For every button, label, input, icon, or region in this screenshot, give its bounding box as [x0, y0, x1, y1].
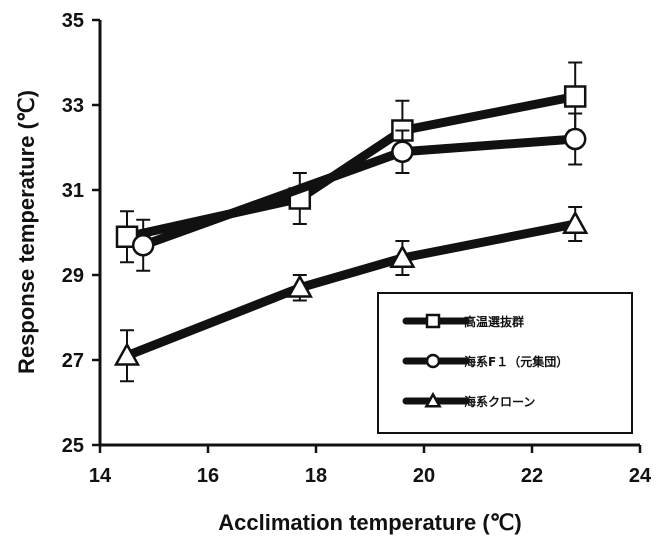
x-tick-label: 20: [413, 465, 435, 487]
y-tick-label: 35: [62, 10, 84, 32]
legend-label: 高温選抜群: [464, 314, 524, 329]
x-tick-label: 18: [305, 465, 327, 487]
legend-label: 海系クローン: [464, 394, 535, 409]
x-axis-title: Acclimation temperature (℃): [218, 510, 521, 535]
data-point: [563, 85, 587, 108]
data-point: [562, 210, 589, 235]
legend-marker: [425, 313, 441, 329]
legend-item: 海系クローン: [402, 391, 535, 409]
data-point: [131, 234, 155, 257]
data-point: [113, 342, 141, 366]
y-tick-label: 29: [62, 265, 84, 287]
legend-marker: [424, 391, 442, 408]
legend-item: 海系F１（元集団）: [402, 353, 568, 369]
x-tick-label: 22: [521, 465, 543, 487]
y-axis-title: Response temperature (℃): [14, 90, 39, 374]
y-tick-label: 33: [62, 95, 84, 117]
data-point: [391, 140, 414, 163]
data-point: [563, 127, 587, 151]
y-tick-label: 31: [62, 180, 84, 202]
y-tick-label: 25: [62, 435, 84, 457]
y-tick-label: 27: [62, 350, 84, 372]
series-triangle: [113, 206, 589, 383]
tick-labels: 25 27 29 31 33 35 14 16 18 20 22 24: [62, 10, 652, 487]
series-circle: [131, 112, 587, 272]
data-point: [389, 244, 416, 269]
legend-item: 高温選抜群: [402, 313, 524, 329]
axes: [92, 18, 642, 453]
series-line: [122, 219, 580, 361]
legend-label: 海系F１（元集団）: [464, 354, 568, 369]
x-tick-label: 14: [89, 465, 112, 487]
series-layer: [113, 61, 589, 383]
legend-marker: [425, 353, 441, 369]
x-tick-label: 16: [197, 465, 219, 487]
data-point: [286, 274, 313, 298]
x-tick-label: 24: [629, 465, 652, 487]
